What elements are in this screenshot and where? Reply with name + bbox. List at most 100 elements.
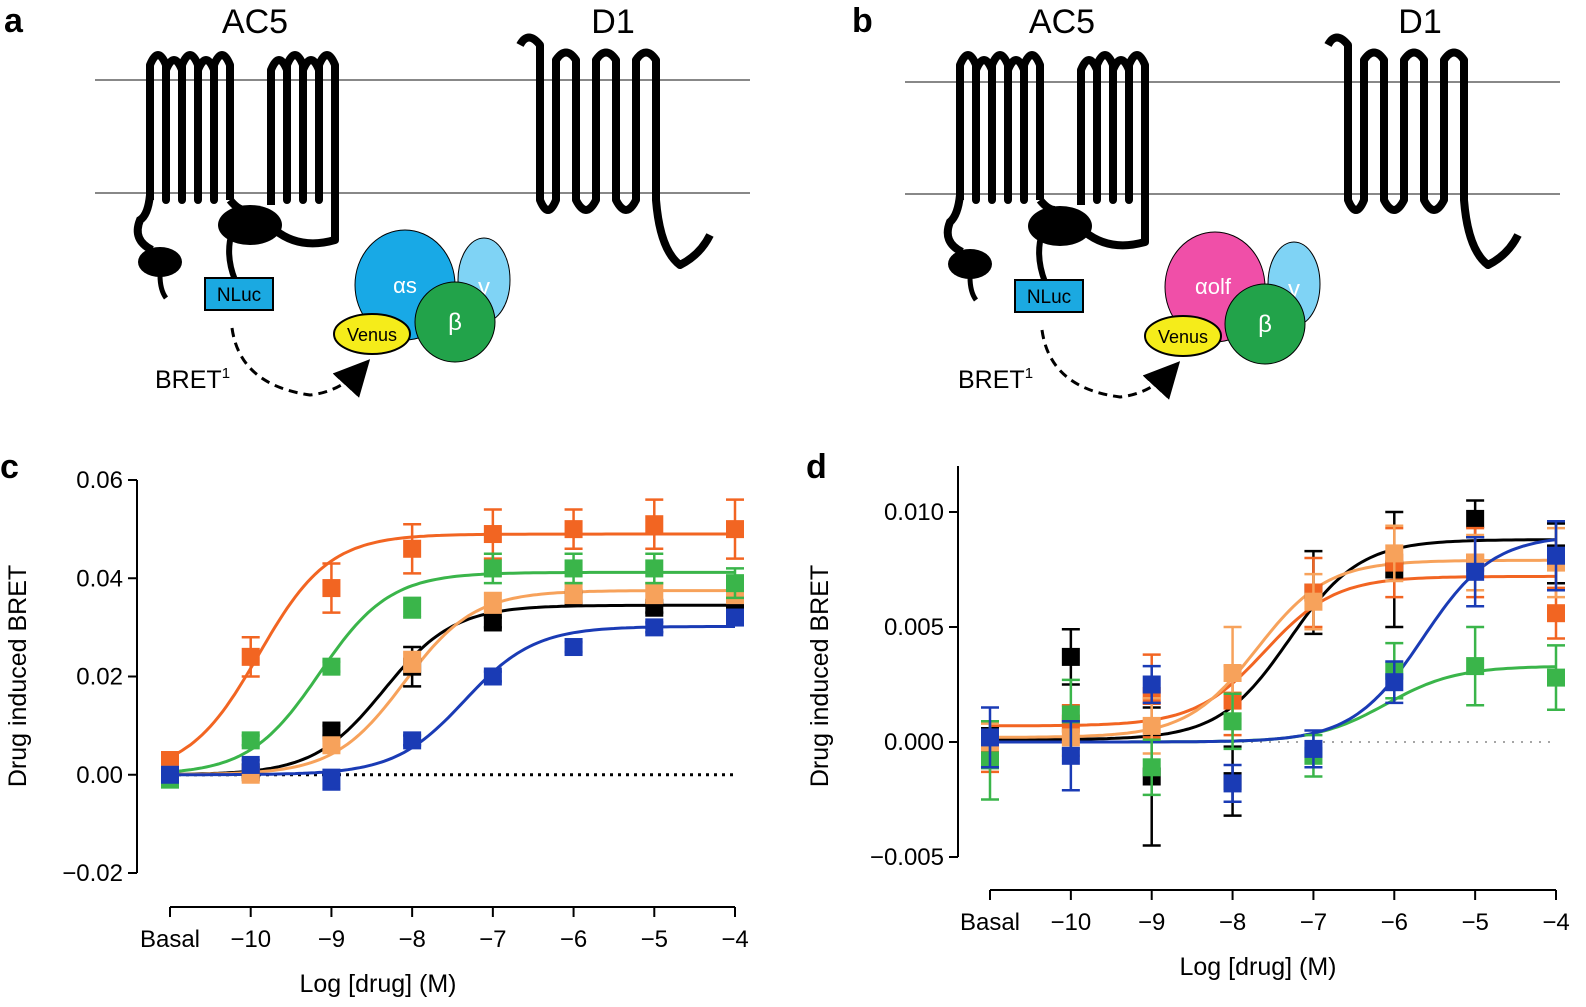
x-axis-title: Log [drug] (M) [299,970,456,998]
x-tick-label: −9 [318,926,345,953]
data-point-light-orange [322,736,341,755]
ac5-linker [1036,232,1048,284]
data-point-blue [1547,546,1565,565]
y-tick-label: 0.010 [884,499,944,526]
y-tick-label: 0.02 [76,664,123,691]
d1-label: D1 [1398,3,1441,41]
beta-subunit [414,281,496,363]
ac5-domain2-helices [1077,51,1149,250]
data-point-green [1223,712,1242,731]
data-point-blue [1061,746,1080,765]
data-point-light-orange [645,583,664,602]
data-point-black [1061,647,1080,666]
x-tick-label: −8 [1219,909,1246,936]
x-tick-label: −8 [398,926,425,953]
ac5-small-tail [967,276,979,302]
x-tick-label: Basal [960,909,1020,936]
data-point-orange [161,751,179,770]
chart-d: d −0.005 0.000 0.005 0.010 Basal −10 −9 −8 −7 −6 −5… [806,448,1570,981]
y-tick-label: −0.02 [62,860,123,887]
data-point-green [1142,758,1161,777]
x-tick-label: −5 [641,926,668,953]
ac5-linker [226,231,238,282]
data-point-light-orange [1142,716,1161,735]
data-point-green [645,559,664,578]
ac5-c1-domain [138,247,182,277]
beta-subunit [1224,283,1306,365]
bret-label: BRET1 [155,365,230,394]
data-point-blue [161,765,179,784]
data-point-blue [241,755,260,774]
data-point-light-orange [1304,592,1323,611]
fit-curve-green [169,570,735,774]
bret-arrow [1040,329,1181,400]
panel-a-diagram: a AC5 D1 NLuc αs γ β Venus BRET1 [4,2,750,398]
data-point-green [564,559,583,578]
y-axis-title: Drug induced BRET [806,565,834,787]
data-point-blue [1385,673,1404,692]
venus-label: Venus [1158,327,1208,347]
data-point-orange [726,520,744,539]
fit-curve-black [990,538,1556,742]
chart-c: c −0.02 0.00 0.02 0.04 0.06 Basal −10 −9 −8 −7 −6 −5… [0,448,749,998]
data-point-orange [403,539,422,558]
fit-curve-light-orange [990,558,1556,739]
x-tick-label: −4 [721,926,748,953]
data-point-blue [981,728,999,747]
venus-tag [333,313,411,355]
data-point-blue [1466,562,1485,581]
data-point-green [483,559,502,578]
fit-curve-light-orange [170,589,735,776]
ac5-label: AC5 [1029,3,1095,41]
beta-label: β [1258,311,1272,338]
x-tick-label: −6 [560,926,587,953]
data-point-orange [483,525,502,544]
y-tick-label: −0.005 [870,844,944,871]
data-point-light-orange [403,652,422,671]
data-point-blue [1304,739,1323,758]
ac5-small-tail [157,274,169,300]
data-point-light-orange [483,593,502,612]
nluc-box [1014,279,1084,313]
venus-tag [1144,315,1222,357]
ac5-domain1-helices [146,51,234,204]
data-point-black [483,613,502,632]
data-point-blue [483,667,502,686]
data-point-blue [1223,774,1242,793]
data-point-black [322,721,341,740]
x-tick-label: −9 [1138,909,1165,936]
d1-receptor-helices [1324,33,1522,269]
x-tick-label: −6 [1381,909,1408,936]
panel-b-diagram: b AC5 D1 NLuc αolf γ β Venus BRET1 [852,2,1560,400]
ac5-c1-domain [948,249,992,279]
x-tick-label: −10 [230,926,271,953]
nluc-label: NLuc [217,285,261,306]
data-point-blue [564,638,583,657]
data-point-light-orange [1223,664,1242,682]
panel-letter-d: d [806,448,827,486]
data-point-orange [564,520,583,539]
fit-curve-blue [170,625,735,777]
panel-letter-c: c [0,448,19,486]
d1-receptor-helices [516,33,714,269]
y-tick-label: 0.06 [76,467,123,494]
fit-curve-orange [990,574,1556,728]
data-point-green [322,657,341,676]
x-tick-label: −7 [1300,909,1327,936]
alpha-s-label: αs [393,273,417,298]
y-tick-label: 0.000 [884,729,944,756]
data-point-green [1466,657,1485,676]
data-point-blue [1142,675,1161,694]
x-tick-label: −10 [1050,909,1091,936]
data-point-blue [403,731,422,750]
x-axis-title: Log [drug] (M) [1179,953,1336,981]
y-tick-label: 0.00 [76,762,123,789]
ac5-domain2-helices [267,51,339,248]
y-tick-label: 0.04 [76,565,123,592]
beta-label: β [448,309,462,336]
y-tick-label: 0.005 [884,614,944,641]
data-point-blue [726,608,744,627]
data-point-orange [1547,604,1565,623]
data-point-orange [645,515,664,534]
x-tick-label: −7 [479,926,506,953]
